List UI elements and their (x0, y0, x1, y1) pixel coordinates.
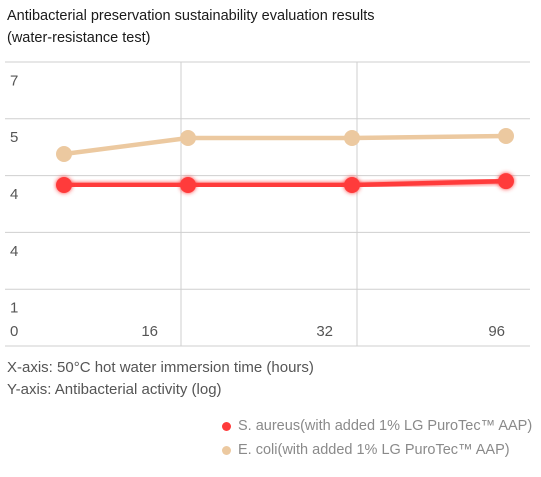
chart-title-line-2: (water-resistance test) (7, 30, 151, 46)
chart-title: Antibacterial preservation sustainabilit… (7, 5, 527, 49)
data-point-s-aureus (56, 177, 72, 193)
legend: S. aureus(with added 1% LG PuroTec™ AAP)… (222, 414, 532, 462)
y-axis-description: Y-axis: Antibacterial activity (log) (7, 381, 222, 398)
series-line-s-aureus (61, 178, 509, 188)
y-tick-label: 4 (10, 243, 18, 260)
x-tick-label: 96 (488, 323, 505, 340)
x-tick-label: 0 (10, 323, 18, 340)
y-tick-label: 7 (10, 72, 18, 89)
data-point-s-aureus (180, 177, 196, 193)
chart-title-line-1: Antibacterial preservation sustainabilit… (7, 8, 375, 24)
legend-swatch-e-coli (222, 445, 231, 455)
data-point-s-aureus (498, 173, 514, 190)
legend-label-e-coli: E. coli(with added 1% LG PuroTec™ AAP) (238, 442, 510, 458)
y-tick-label: 5 (10, 129, 18, 146)
data-point-e-coli (180, 130, 196, 146)
data-point-s-aureus (344, 177, 360, 193)
legend-item-s-aureus: S. aureus(with added 1% LG PuroTec™ AAP) (222, 414, 532, 438)
legend-label-s-aureus: S. aureus(with added 1% LG PuroTec™ AAP) (238, 418, 533, 434)
legend-swatch-s-aureus (222, 421, 231, 431)
data-point-e-coli (56, 146, 72, 162)
x-tick-label: 32 (316, 323, 333, 340)
y-tick-label: 4 (10, 186, 18, 203)
x-tick-label: 16 (141, 323, 158, 340)
data-point-e-coli (344, 130, 360, 146)
data-point-e-coli (498, 128, 514, 144)
series-line-e-coli (61, 133, 509, 157)
line-chart: 1 4 4 5 7 0 16 32 96 (5, 61, 530, 347)
x-axis-description: X-axis: 50°C hot water immersion time (h… (7, 359, 314, 376)
axis-description: X-axis: 50°C hot water immersion time (h… (7, 357, 314, 401)
y-tick-label: 1 (10, 300, 18, 317)
legend-item-e-coli: E. coli(with added 1% LG PuroTec™ AAP) (222, 438, 532, 462)
